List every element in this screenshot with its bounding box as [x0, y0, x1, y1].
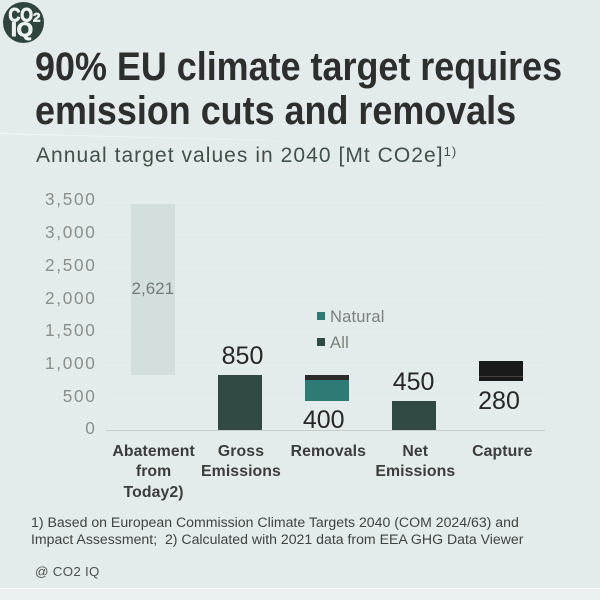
svg-text:2: 2 [33, 11, 41, 25]
svg-text:IQ: IQ [11, 20, 33, 41]
svg-text:CO: CO [9, 6, 34, 27]
